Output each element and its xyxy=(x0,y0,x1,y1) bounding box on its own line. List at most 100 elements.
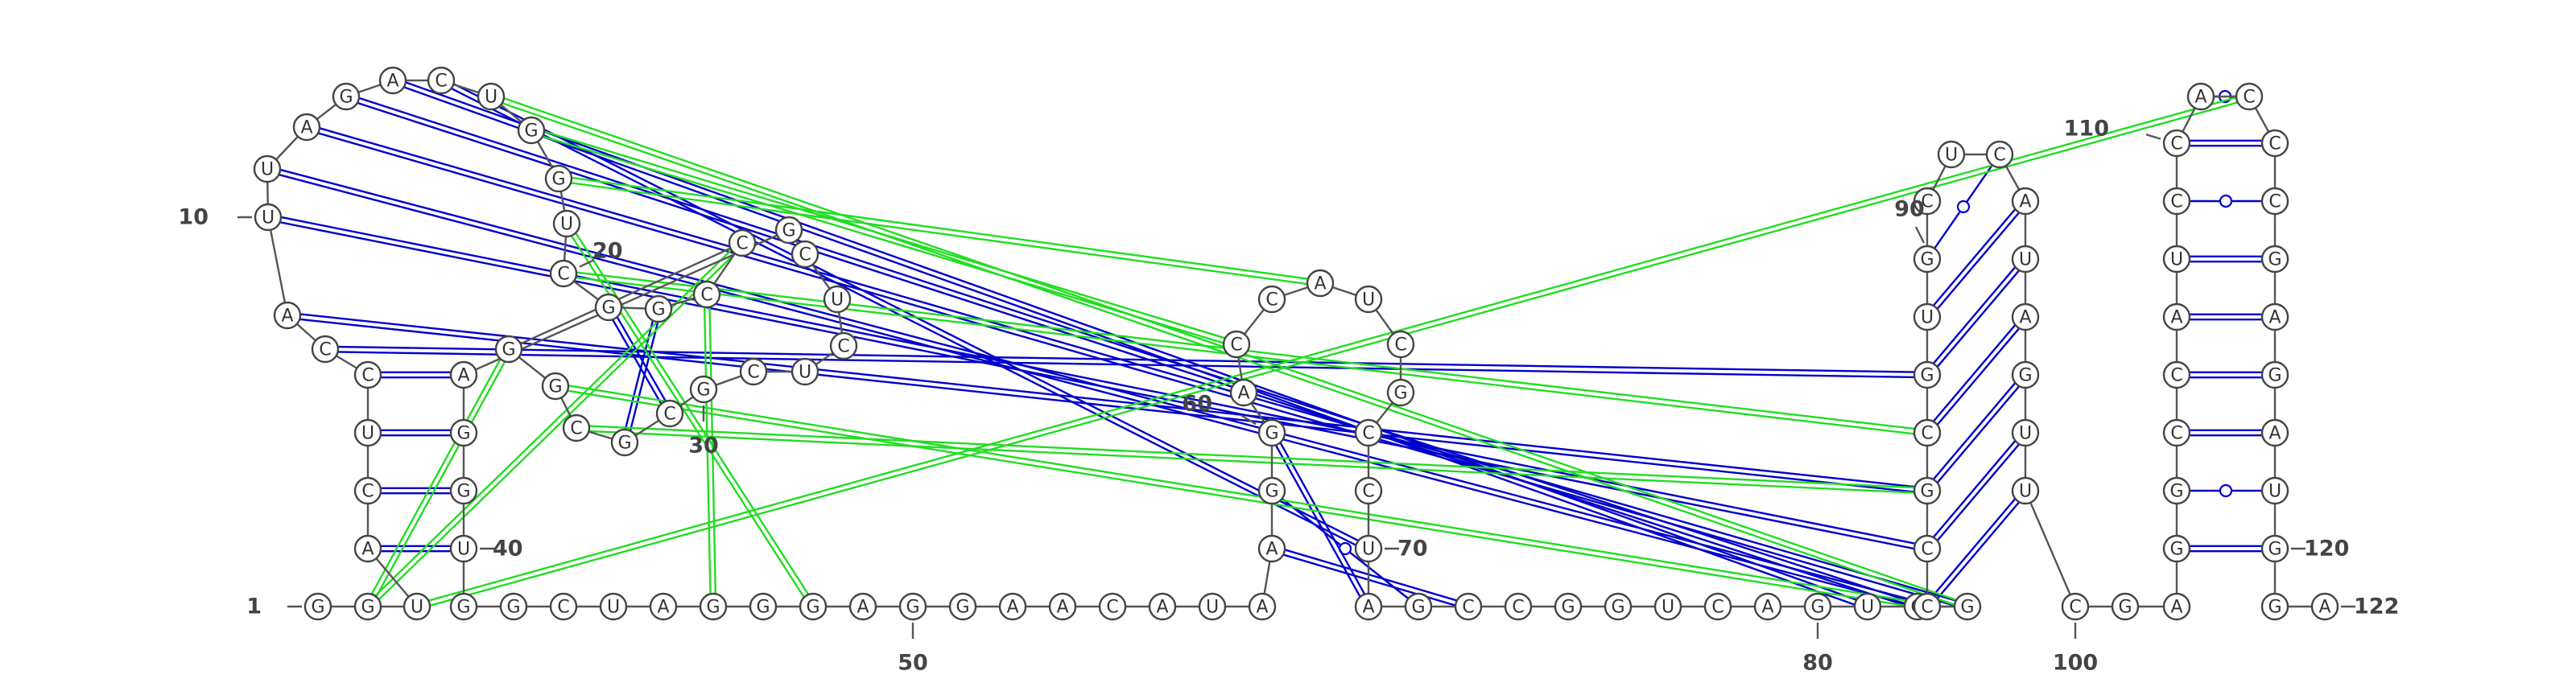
nucleotide-letter: G xyxy=(696,381,710,401)
nucleotide-circle xyxy=(1354,418,1383,447)
nucleotide-letter: A xyxy=(2019,192,2031,212)
nucleotide-circle xyxy=(449,592,478,621)
nucleotide-circle xyxy=(353,534,382,563)
nucleotide: C xyxy=(692,280,721,309)
nucleotide-letter: U xyxy=(799,363,811,383)
nucleotide-circle xyxy=(2011,360,2040,389)
nucleotide: G xyxy=(541,372,570,401)
nucleotide-circle xyxy=(1229,378,1258,407)
nucleotide-letter: G xyxy=(2118,598,2132,618)
nucleotide-letter: C xyxy=(1921,192,1933,212)
nucleotide: G xyxy=(1913,476,1942,505)
nucleotide: C xyxy=(562,413,591,442)
nucleotide-letter: U xyxy=(261,160,274,180)
nucleotide-circle xyxy=(728,228,757,257)
nucleotide-circle xyxy=(1354,476,1383,505)
nucleotide: G xyxy=(517,116,546,145)
nucleotide: A xyxy=(2162,592,2191,621)
nucleotide-letter: G xyxy=(2268,250,2281,270)
nucleotide: G xyxy=(1604,592,1633,621)
nucleotide-letter: C xyxy=(2170,424,2182,444)
nucleotide-letter: A xyxy=(2268,308,2281,328)
base-pair-line xyxy=(1928,492,2029,609)
tertiary-pair-line-second xyxy=(555,382,1928,606)
nucleotide-letter: U xyxy=(1662,598,1674,618)
nucleotide-circle xyxy=(2260,534,2289,563)
tertiary-pair-line xyxy=(369,244,745,610)
nucleotide-circle xyxy=(2260,418,2289,447)
nucleotide-letter: G xyxy=(1393,384,1407,404)
nucleotide-circle xyxy=(2011,418,2040,447)
nucleotide: G xyxy=(689,375,718,404)
nucleotide: A xyxy=(1257,534,1286,563)
nucleotide: G xyxy=(499,592,528,621)
nucleotide-letter: C xyxy=(747,363,759,383)
nucleotide-letter: C xyxy=(1265,290,1278,311)
nucleotide: U xyxy=(552,209,581,238)
tertiary-pair-line-second xyxy=(568,221,816,606)
nucleotide-circle xyxy=(253,154,282,183)
nucleotide: A xyxy=(1148,592,1177,621)
nucleotide-letter: A xyxy=(300,118,312,138)
nucleotide: G xyxy=(1803,592,1832,621)
position-label: 110 xyxy=(2064,117,2109,142)
nucleotide: A xyxy=(2310,592,2339,621)
tertiary-pair-line xyxy=(564,224,812,609)
nucleotide-letter: G xyxy=(617,434,631,454)
nucleotide: U xyxy=(449,534,478,563)
base-pair-line-wobble-marker xyxy=(2219,483,2233,498)
tertiary-pair-line xyxy=(558,179,1320,287)
nucleotide: U xyxy=(1653,592,1682,621)
nucleotide: C xyxy=(1354,476,1383,505)
nucleotide-circle xyxy=(292,113,321,142)
nucleotide: G xyxy=(2111,592,2140,621)
tertiary-pair-line xyxy=(417,97,2251,611)
nucleotide: C xyxy=(2162,187,2191,216)
nucleotide-circle xyxy=(699,592,728,621)
nucleotide-letter: U xyxy=(560,215,573,235)
nucleotide: A xyxy=(1354,592,1383,621)
nucleotide-letter: U xyxy=(2019,482,2032,502)
nucleotide-circle xyxy=(494,335,523,364)
nucleotide: A xyxy=(998,592,1027,621)
tertiary-pair-line-second xyxy=(268,213,1928,548)
nucleotide-circle xyxy=(1913,418,1942,447)
nucleotide: C xyxy=(2061,592,2090,621)
nucleotide-circle xyxy=(1257,285,1286,314)
nucleotide-letter: C xyxy=(2268,192,2281,212)
nucleotide-circle xyxy=(898,592,927,621)
base-pair-line-second xyxy=(1924,315,2025,432)
nucleotide: A xyxy=(273,301,302,330)
tertiary-pair-line xyxy=(576,429,1927,495)
nucleotide-circle xyxy=(1354,592,1383,621)
nucleotide-letter: G xyxy=(2268,540,2281,560)
nucleotide-circle xyxy=(549,259,578,288)
nucleotide-circle xyxy=(2260,360,2289,389)
nucleotide-circle xyxy=(378,66,407,95)
nucleotide-circle xyxy=(1504,592,1533,621)
nucleotide: G xyxy=(449,476,478,505)
nucleotide-letter: A xyxy=(2194,88,2207,108)
nucleotide: G xyxy=(2260,360,2289,389)
nucleotide: A xyxy=(1306,269,1335,298)
nucleotide: G xyxy=(1257,418,1286,447)
nucleotide-letter: C xyxy=(2268,134,2281,154)
nucleotide: C xyxy=(1913,418,1942,447)
nucleotide-circle xyxy=(1937,140,1966,169)
nucleotide-circle xyxy=(1454,592,1483,621)
nucleotide-circle xyxy=(1048,592,1077,621)
nucleotide-circle xyxy=(1913,476,1942,505)
nucleotide: A xyxy=(1248,592,1277,621)
nucleotide: G xyxy=(353,592,382,621)
nucleotide-letter: A xyxy=(281,306,293,327)
nucleotide-letter: C xyxy=(1921,598,1933,618)
nucleotide-letter: C xyxy=(736,234,748,254)
nucleotide-letter: C xyxy=(1362,482,1374,502)
nucleotide-circle xyxy=(739,357,768,386)
nucleotide: C xyxy=(1222,330,1251,359)
nucleotide-circle xyxy=(449,476,478,505)
base-pair-line xyxy=(1928,202,2029,319)
nucleotide-circle xyxy=(1554,592,1583,621)
nucleotide: G xyxy=(594,293,623,322)
